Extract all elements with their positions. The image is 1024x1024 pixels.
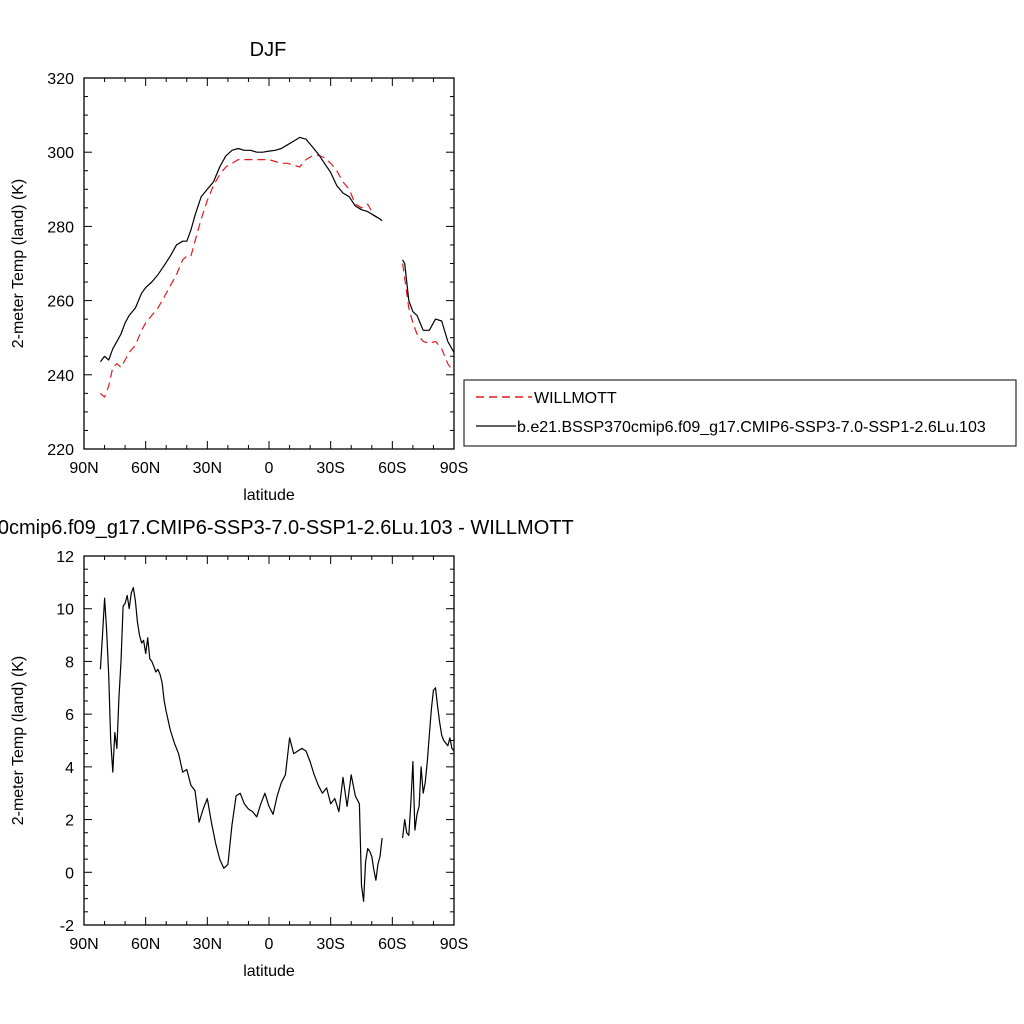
x-tick-label: 30S — [316, 936, 344, 953]
x-tick-label: 30N — [193, 936, 222, 953]
x-tick-label: 60S — [378, 936, 406, 953]
x-tick-label: 0 — [265, 460, 274, 477]
plot-frame — [83, 555, 455, 926]
y-tick-label: 280 — [47, 219, 74, 236]
y-tick-label: 320 — [47, 71, 74, 88]
y-axis-label: 2-meter Temp (land) (K) — [10, 179, 27, 349]
y-axis-label: 2-meter Temp (land) (K) — [10, 656, 27, 826]
y-tick-label: -2 — [60, 918, 74, 935]
legend-label-model: b.e21.BSSP370cmip6.f09_g17.CMIP6-SSP3-7.… — [517, 419, 986, 436]
x-tick-label: 90S — [440, 460, 468, 477]
legend-box — [463, 379, 1017, 447]
y-tick-label: 10 — [56, 602, 74, 619]
legend-label-willmott: WILLMOTT — [534, 390, 617, 407]
x-tick-label: 60N — [131, 936, 160, 953]
willmott-line — [100, 154, 383, 398]
difference-chart: P370cmip6.f09_g17.CMIP6-SSP3-7.0-SSP1-2.… — [0, 517, 574, 980]
djf-temperature-chart: DJF 90N 60N 30N 0 30S 60S 90S 220 240 260 280 300 320… — [10, 39, 468, 504]
plot-frame — [83, 77, 455, 450]
x-axis-label: latitude — [243, 963, 295, 980]
chart-title: DJF — [250, 39, 287, 61]
y-tick-label: 240 — [47, 368, 74, 385]
y-tick-label: 260 — [47, 294, 74, 311]
x-tick-label: 30N — [193, 460, 222, 477]
y-tick-label: 6 — [65, 707, 74, 724]
series-0-line — [402, 687, 455, 839]
x-axis-label: latitude — [243, 487, 295, 504]
y-tick-label: 0 — [65, 865, 74, 882]
y-tick-label: 300 — [47, 145, 74, 162]
x-tick-label: 90S — [440, 936, 468, 953]
y-tick-label: 12 — [56, 549, 74, 566]
x-tick-label: 90N — [69, 936, 98, 953]
x-tick-label: 30S — [316, 460, 344, 477]
series-0-line — [99, 586, 383, 902]
chart-legend: WILLMOTT b.e21.BSSP370cmip6.f09_g17.CMIP… — [463, 379, 1017, 447]
b-e21-bssp370cmip6-f09-g17-cmip6-ssp3-7-0-ssp1-2-6lu-103-line — [99, 136, 383, 363]
y-tick-label: 4 — [65, 760, 74, 777]
y-tick-label: 220 — [47, 442, 74, 459]
x-tick-label: 60S — [378, 460, 406, 477]
x-tick-label: 60N — [131, 460, 160, 477]
chart-title: P370cmip6.f09_g17.CMIP6-SSP3-7.0-SSP1-2.… — [0, 517, 574, 539]
y-tick-label: 8 — [65, 654, 74, 671]
y-tick-label: 2 — [65, 813, 74, 830]
b-e21-bssp370cmip6-f09-g17-cmip6-ssp3-7-0-ssp1-2-6lu-103-line — [402, 259, 455, 353]
x-tick-label: 0 — [265, 936, 274, 953]
x-tick-label: 90N — [69, 460, 98, 477]
willmott-line — [402, 263, 455, 374]
